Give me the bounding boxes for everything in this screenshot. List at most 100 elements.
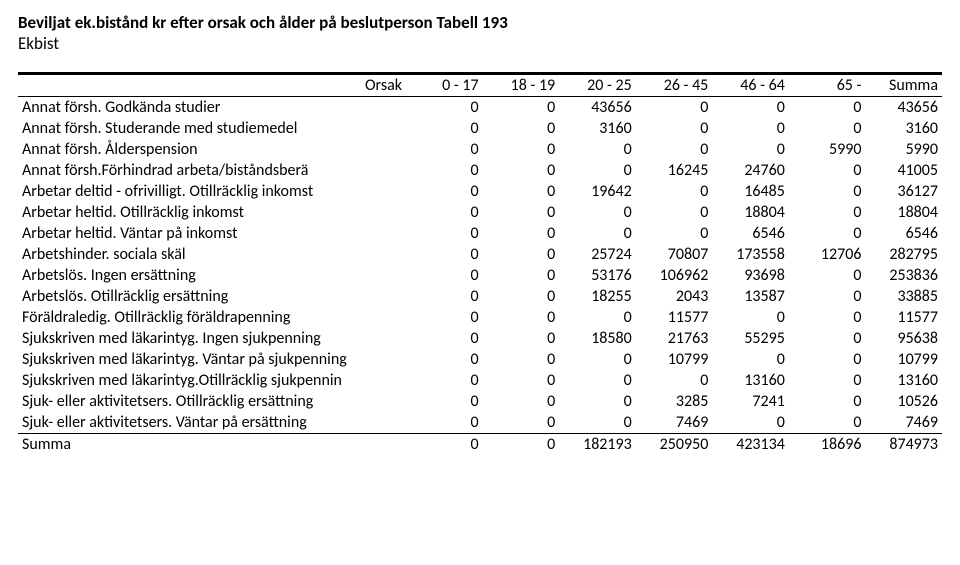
cell-value: 0 (406, 412, 483, 434)
cell-value: 0 (789, 370, 866, 391)
cell-value: 282795 (865, 244, 942, 265)
cell-value: 10799 (865, 349, 942, 370)
cell-value: 106962 (636, 265, 713, 286)
cell-value: 0 (636, 223, 713, 244)
cell-value: 0 (483, 139, 560, 160)
cell-value: 0 (789, 349, 866, 370)
cell-value: 0 (406, 244, 483, 265)
cell-value: 0 (789, 118, 866, 139)
cell-value: 16245 (636, 160, 713, 181)
cell-value: 36127 (865, 181, 942, 202)
table-row: Annat försh.Förhindrad arbeta/biståndsbe… (18, 160, 942, 181)
table-row: Annat försh. Studerande med studiemedel0… (18, 118, 942, 139)
row-label: Föräldraledig. Otillräcklig föräldrapenn… (18, 307, 406, 328)
table-row: Arbetshinder. sociala skäl00257247080717… (18, 244, 942, 265)
table-row: Arbetslös. Ingen ersättning0053176106962… (18, 265, 942, 286)
cell-value: 2043 (636, 286, 713, 307)
col-header-65: 65 - (789, 74, 866, 97)
cell-value: 0 (789, 307, 866, 328)
cell-value: 33885 (865, 286, 942, 307)
row-label: Sjukskriven med läkarintyg.Otillräcklig … (18, 370, 406, 391)
row-label: Arbetar heltid. Otillräcklig inkomst (18, 202, 406, 223)
cell-value: 0 (406, 223, 483, 244)
cell-value: 0 (483, 434, 560, 456)
row-label: Annat försh. Ålderspension (18, 139, 406, 160)
cell-value: 0 (559, 370, 636, 391)
cell-value: 0 (789, 202, 866, 223)
cell-value: 0 (483, 370, 560, 391)
cell-value: 0 (559, 349, 636, 370)
col-header-18-19: 18 - 19 (483, 74, 560, 97)
cell-value: 0 (406, 139, 483, 160)
cell-value: 19642 (559, 181, 636, 202)
cell-value: 0 (406, 286, 483, 307)
cell-value: 95638 (865, 328, 942, 349)
col-header-0-17: 0 - 17 (406, 74, 483, 97)
page-subtitle: Ekbist (18, 33, 942, 54)
cell-value: 0 (483, 223, 560, 244)
cell-value: 0 (406, 97, 483, 119)
cell-value: 0 (483, 391, 560, 412)
row-label: Sjuk- eller aktivitetsers. Otillräcklig … (18, 391, 406, 412)
cell-value: 0 (789, 391, 866, 412)
cell-value: 6546 (865, 223, 942, 244)
cell-value: 874973 (865, 434, 942, 456)
cell-value: 0 (406, 181, 483, 202)
cell-value: 0 (559, 160, 636, 181)
cell-value: 0 (406, 160, 483, 181)
cell-value: 0 (483, 118, 560, 139)
cell-value: 182193 (559, 434, 636, 456)
cell-value: 13587 (712, 286, 789, 307)
table-row: Sjuk- eller aktivitetsers. Väntar på ers… (18, 412, 942, 434)
cell-value: 55295 (712, 328, 789, 349)
page-title: Beviljat ek.bistånd kr efter orsak och å… (18, 12, 942, 33)
cell-value: 0 (559, 223, 636, 244)
cell-value: 0 (789, 412, 866, 434)
cell-value: 0 (406, 328, 483, 349)
table-body: Annat försh. Godkända studier00436560004… (18, 97, 942, 456)
cell-value: 0 (406, 307, 483, 328)
table-row: Sjukskriven med läkarintyg. Ingen sjukpe… (18, 328, 942, 349)
cell-value: 0 (789, 181, 866, 202)
cell-value: 0 (712, 349, 789, 370)
cell-value: 18804 (712, 202, 789, 223)
cell-value: 18580 (559, 328, 636, 349)
cell-value: 5990 (865, 139, 942, 160)
cell-value: 93698 (712, 265, 789, 286)
cell-value: 11577 (865, 307, 942, 328)
cell-value: 0 (559, 391, 636, 412)
cell-value: 0 (406, 370, 483, 391)
cell-value: 0 (406, 349, 483, 370)
cell-value: 13160 (712, 370, 789, 391)
cell-value: 3160 (865, 118, 942, 139)
row-label: Arbetar deltid - ofrivilligt. Otillräckl… (18, 181, 406, 202)
cell-value: 21763 (636, 328, 713, 349)
table-row: Arbetslös. Otillräcklig ersättning001825… (18, 286, 942, 307)
cell-value: 253836 (865, 265, 942, 286)
cell-value: 18804 (865, 202, 942, 223)
cell-value: 0 (789, 97, 866, 119)
cell-value: 250950 (636, 434, 713, 456)
cell-value: 0 (483, 97, 560, 119)
cell-value: 0 (406, 118, 483, 139)
row-label: Annat försh. Studerande med studiemedel (18, 118, 406, 139)
cell-value: 0 (406, 265, 483, 286)
table-row: Sjukskriven med läkarintyg. Väntar på sj… (18, 349, 942, 370)
cell-value: 13160 (865, 370, 942, 391)
cell-value: 18696 (789, 434, 866, 456)
row-label: Annat försh. Godkända studier (18, 97, 406, 119)
cell-value: 3160 (559, 118, 636, 139)
cell-value: 0 (483, 349, 560, 370)
cell-value: 0 (636, 139, 713, 160)
cell-value: 16485 (712, 181, 789, 202)
col-header-summa: Summa (865, 74, 942, 97)
cell-value: 0 (483, 160, 560, 181)
cell-value: 11577 (636, 307, 713, 328)
cell-value: 0 (483, 412, 560, 434)
row-label: Arbetslös. Ingen ersättning (18, 265, 406, 286)
col-header-26-45: 26 - 45 (636, 74, 713, 97)
cell-value: 43656 (559, 97, 636, 119)
cell-value: 18255 (559, 286, 636, 307)
cell-value: 0 (406, 434, 483, 456)
row-label: Sjukskriven med läkarintyg. Ingen sjukpe… (18, 328, 406, 349)
